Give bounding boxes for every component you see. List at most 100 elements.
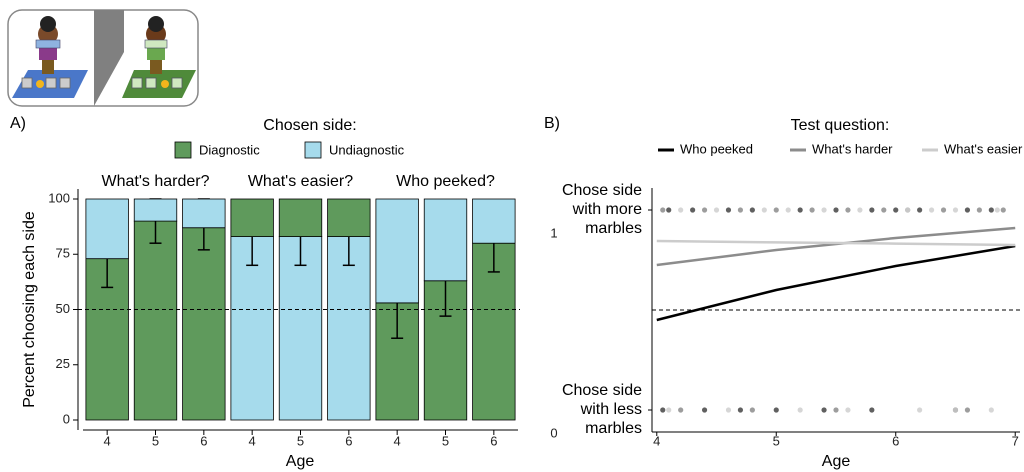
x-tick-label: 5	[152, 433, 159, 448]
data-point	[690, 207, 696, 213]
data-point	[773, 207, 779, 213]
x-tick-label: 6	[200, 433, 207, 448]
x-tick-label: 4	[653, 433, 660, 448]
x-tick-label: 5	[773, 433, 780, 448]
data-point	[845, 407, 851, 413]
y-annotation: marbles	[585, 220, 642, 237]
legend-swatch	[174, 141, 192, 159]
bar-segment	[133, 198, 178, 222]
data-point	[869, 207, 875, 213]
data-point	[988, 407, 994, 413]
y-annotation: Chose side	[562, 182, 642, 199]
data-point	[737, 207, 744, 213]
data-point	[809, 207, 815, 213]
data-point	[725, 407, 732, 413]
data-point	[666, 407, 672, 413]
legend-label: Undiagnostic	[329, 142, 405, 157]
fit-line	[656, 226, 1016, 267]
data-point	[725, 207, 732, 213]
x-tick-label: 5	[442, 433, 449, 448]
bar-segment	[182, 198, 226, 229]
x-tick-label: 6	[892, 433, 899, 448]
bar-segment	[182, 227, 226, 421]
legend-swatch	[304, 141, 322, 159]
data-point	[976, 207, 982, 213]
data-point	[821, 207, 827, 213]
fit-line	[656, 239, 1016, 247]
data-point	[994, 207, 1000, 213]
data-point	[797, 207, 803, 213]
y-tick-label: 0	[550, 425, 557, 440]
data-point	[785, 207, 791, 213]
data-point	[833, 207, 839, 213]
data-point	[713, 207, 720, 213]
data-point	[964, 207, 971, 213]
y-annotation: marbles	[585, 420, 642, 437]
panel-label: B)	[544, 115, 560, 132]
y-tick-label: 25	[56, 356, 70, 371]
data-point	[881, 207, 887, 213]
legend-title: Test question:	[791, 117, 890, 134]
y-tick-label: 100	[48, 190, 70, 205]
bar-segment	[85, 198, 129, 260]
data-point	[737, 407, 744, 413]
data-point	[666, 207, 672, 213]
x-axis-label: Age	[822, 453, 851, 470]
x-tick-label: 6	[490, 433, 497, 448]
legend-title: Chosen side:	[263, 117, 356, 134]
data-point	[773, 407, 779, 413]
x-tick-label: 4	[394, 433, 401, 448]
data-point	[678, 207, 684, 213]
x-tick-label: 7	[1012, 433, 1019, 448]
x-tick-label: 5	[297, 433, 304, 448]
panel-label: A)	[10, 115, 26, 132]
legend-label: Who peeked	[680, 141, 753, 156]
y-tick-label: 1	[550, 225, 557, 240]
data-point	[821, 407, 827, 413]
facet-title: What's harder?	[102, 173, 210, 190]
legend-label: What's harder	[812, 141, 893, 156]
fit-line	[656, 244, 1016, 322]
y-tick-label: 50	[56, 301, 70, 316]
legend-label: What's easier	[944, 141, 1023, 156]
data-point	[660, 207, 666, 213]
data-point	[952, 407, 959, 413]
y-axis-label: Percent choosing each side	[21, 211, 38, 408]
y-annotation: with more	[572, 201, 642, 218]
bar-segment	[133, 220, 178, 421]
data-point	[917, 407, 923, 413]
bar-segment	[327, 236, 371, 421]
data-point	[678, 407, 684, 413]
y-annotation: with less	[580, 401, 642, 418]
data-point	[660, 407, 666, 413]
x-axis-label: Age	[286, 453, 315, 470]
data-point	[857, 207, 863, 213]
x-tick-label: 6	[345, 433, 352, 448]
facet-title: Who peeked?	[396, 173, 495, 190]
data-point	[1000, 207, 1006, 213]
data-point	[761, 207, 767, 213]
legend-label: Diagnostic	[199, 142, 260, 157]
data-point	[940, 207, 947, 213]
data-point	[701, 407, 708, 413]
data-point	[952, 207, 959, 213]
data-point	[797, 407, 803, 413]
bar-segment	[230, 198, 274, 237]
illustration	[7, 9, 199, 107]
bar-segment	[278, 198, 323, 237]
data-point	[905, 207, 911, 213]
data-point	[833, 407, 839, 413]
data-point	[928, 207, 935, 213]
y-tick-label: 75	[56, 246, 70, 261]
bar-segment	[472, 198, 516, 244]
bar-segment	[423, 198, 468, 282]
data-point	[964, 407, 971, 413]
bar-segment	[375, 198, 419, 304]
data-point	[988, 207, 994, 213]
bar-segment	[327, 198, 371, 237]
data-point	[749, 207, 755, 213]
data-point	[917, 207, 923, 213]
bar-segment	[278, 236, 323, 421]
y-annotation: Chose side	[562, 382, 642, 399]
